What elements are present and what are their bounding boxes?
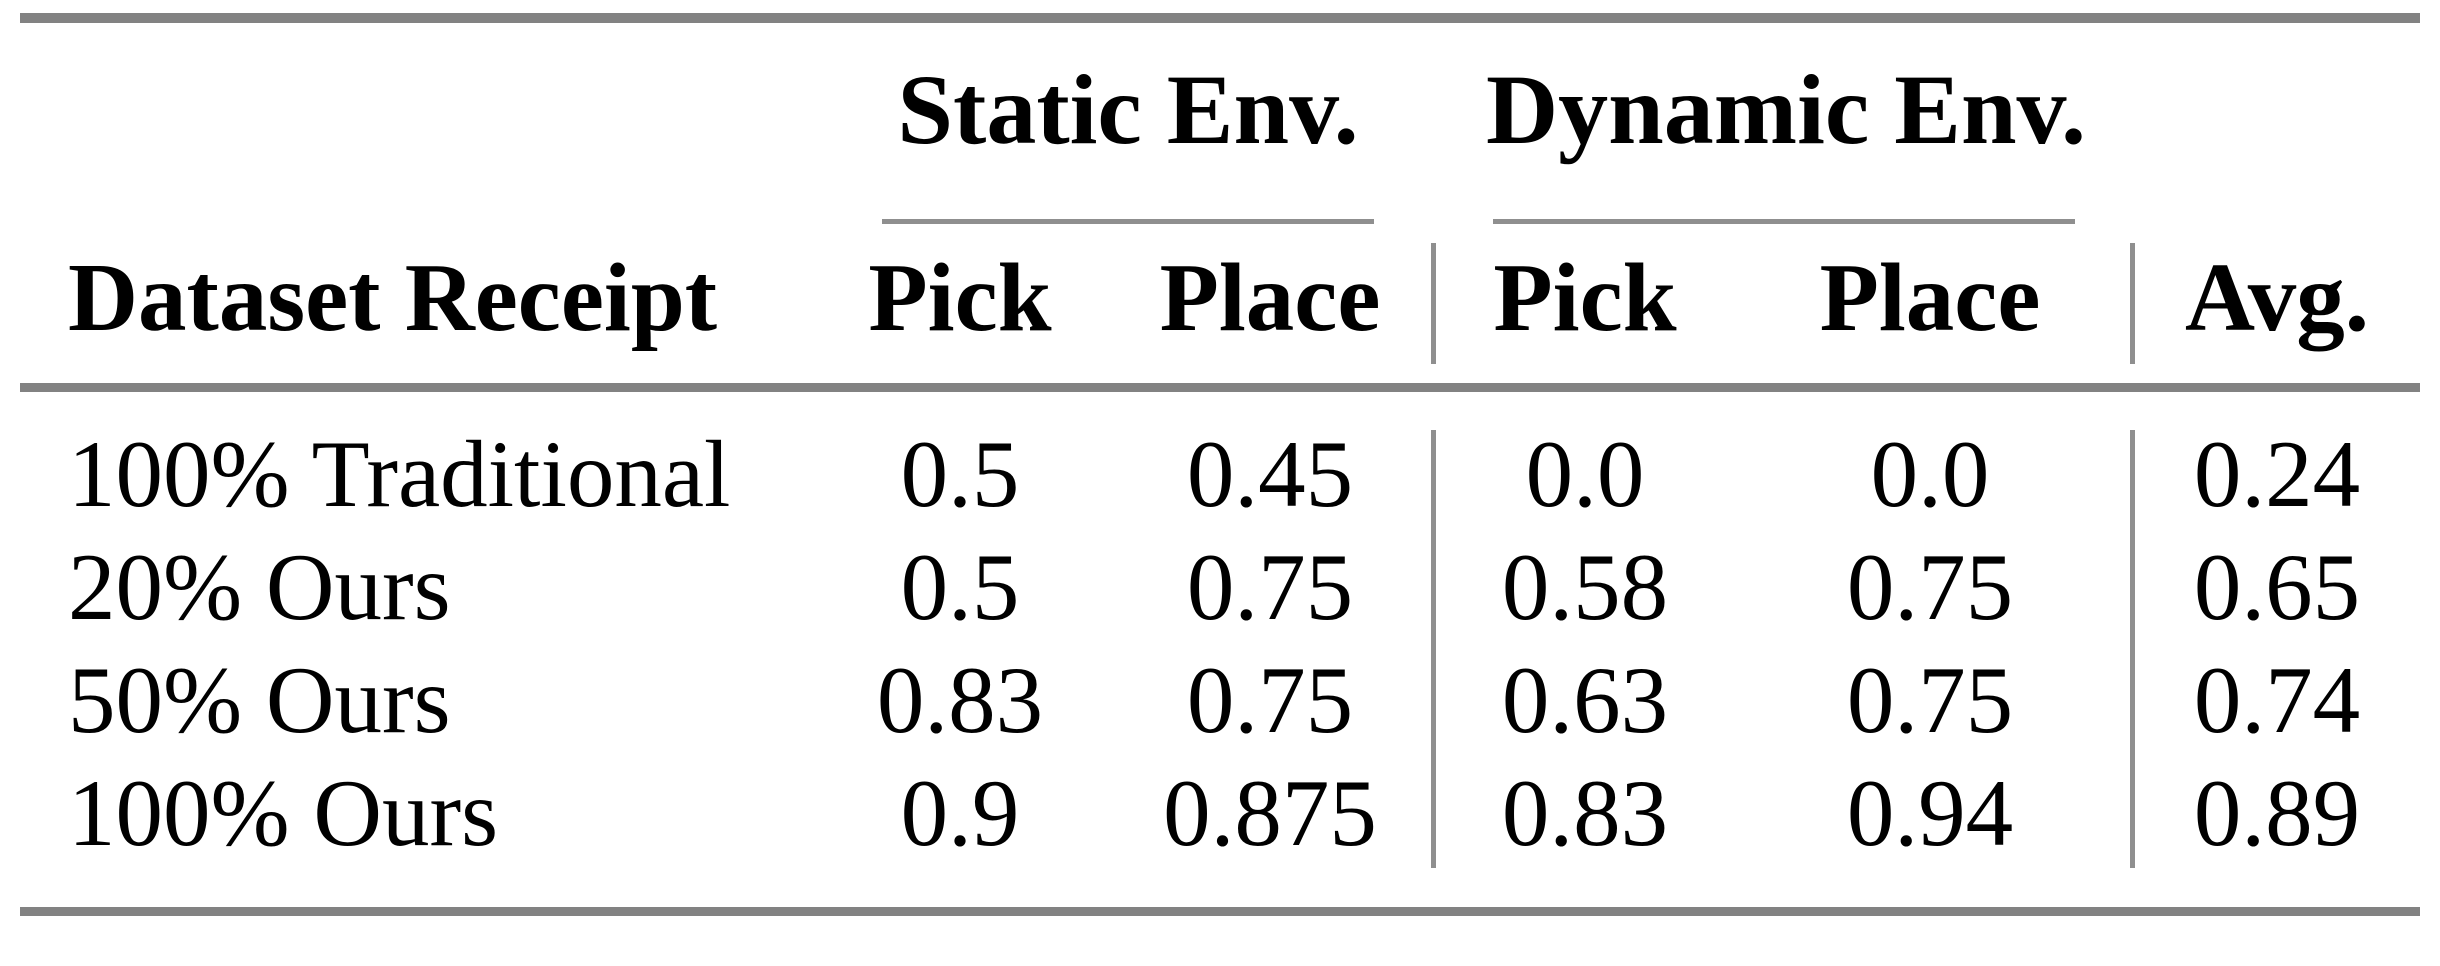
cell-avg: 0.74 bbox=[2193, 647, 2361, 753]
cell-static-pick: 0.9 bbox=[900, 760, 1020, 866]
vertical-separator-avg-body bbox=[2130, 430, 2135, 868]
row-label: 50% Ours bbox=[68, 647, 451, 753]
row-label: 20% Ours bbox=[68, 534, 451, 640]
cell-dynamic-place: 0.0 bbox=[1870, 421, 1990, 527]
cell-dynamic-pick: 0.83 bbox=[1501, 760, 1669, 866]
column-header-dataset-receipt: Dataset Receipt bbox=[68, 244, 718, 351]
cell-dynamic-place: 0.94 bbox=[1846, 760, 2014, 866]
column-header-avg: Avg. bbox=[2184, 244, 2370, 351]
bottom-rule bbox=[20, 907, 2420, 916]
cell-dynamic-pick: 0.0 bbox=[1525, 421, 1645, 527]
cell-dynamic-pick: 0.63 bbox=[1501, 647, 1669, 753]
cell-static-place: 0.75 bbox=[1186, 647, 1354, 753]
static-env-underline bbox=[882, 219, 1374, 224]
top-rule bbox=[20, 13, 2420, 23]
column-header-static-pick: Pick bbox=[868, 244, 1052, 351]
cell-static-pick: 0.83 bbox=[876, 647, 1044, 753]
cell-dynamic-place: 0.75 bbox=[1846, 647, 2014, 753]
vertical-separator-static-dynamic-body bbox=[1431, 430, 1436, 868]
column-header-static-place: Place bbox=[1159, 244, 1381, 351]
vertical-separator-static-dynamic-header bbox=[1431, 243, 1436, 364]
cell-avg: 0.89 bbox=[2193, 760, 2361, 866]
row-label: 100% Traditional bbox=[68, 421, 731, 527]
cell-static-place: 0.75 bbox=[1186, 534, 1354, 640]
column-group-dynamic-env: Dynamic Env. bbox=[1485, 54, 2087, 165]
column-group-static-env: Static Env. bbox=[897, 54, 1359, 165]
cell-static-place: 0.875 bbox=[1163, 760, 1377, 866]
row-label: 100% Ours bbox=[68, 760, 499, 866]
cell-dynamic-pick: 0.58 bbox=[1501, 534, 1669, 640]
cell-dynamic-place: 0.75 bbox=[1846, 534, 2014, 640]
column-header-dynamic-place: Place bbox=[1819, 244, 2041, 351]
cell-static-pick: 0.5 bbox=[900, 421, 1020, 527]
column-header-dynamic-pick: Pick bbox=[1493, 244, 1677, 351]
cell-avg: 0.24 bbox=[2193, 421, 2361, 527]
header-divider-rule bbox=[20, 383, 2420, 392]
vertical-separator-avg-header bbox=[2130, 243, 2135, 364]
dynamic-env-underline bbox=[1493, 219, 2075, 224]
cell-static-pick: 0.5 bbox=[900, 534, 1020, 640]
cell-avg: 0.65 bbox=[2193, 534, 2361, 640]
cell-static-place: 0.45 bbox=[1186, 421, 1354, 527]
